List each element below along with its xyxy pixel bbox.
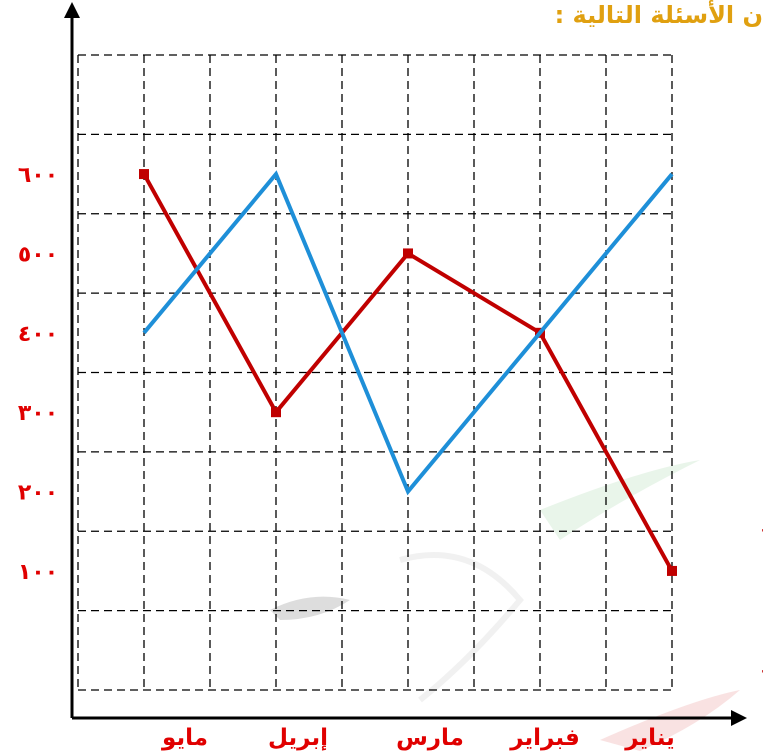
x-category-label: فبراير <box>509 725 580 751</box>
y-tick-label: ٥٠٠ <box>18 242 58 267</box>
x-category-label: إبريل <box>268 725 328 751</box>
y-tick-label: ٤٠٠ <box>18 322 58 347</box>
page-heading: ن الأسئلة التالية : <box>554 1 763 29</box>
x-axis-arrow <box>731 710 747 726</box>
y-tick-label: ٦٠٠ <box>18 163 58 188</box>
y-tick-label: ٢٠٠ <box>18 481 58 506</box>
data-point-marker <box>271 407 281 418</box>
series-line-2 <box>142 170 674 496</box>
x-category-label: يناير <box>624 725 675 751</box>
y-axis-arrow <box>64 2 80 18</box>
data-point-marker <box>667 565 677 576</box>
data-point-marker <box>403 248 413 259</box>
x-category-label: مايو <box>161 725 208 751</box>
x-category-label: مارس <box>396 725 464 751</box>
y-tick-label: ٣٠٠ <box>18 401 58 426</box>
y-tick-label: ١٠٠ <box>18 560 58 585</box>
data-point-marker <box>139 169 149 180</box>
